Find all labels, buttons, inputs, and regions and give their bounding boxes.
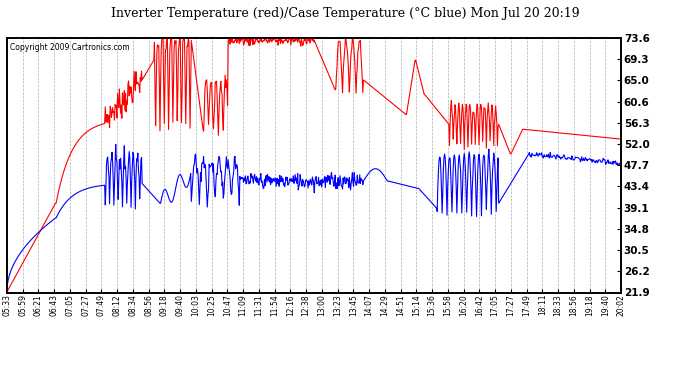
Text: Inverter Temperature (red)/Case Temperature (°C blue) Mon Jul 20 20:19: Inverter Temperature (red)/Case Temperat… xyxy=(110,8,580,21)
Text: Copyright 2009 Cartronics.com: Copyright 2009 Cartronics.com xyxy=(10,43,130,52)
